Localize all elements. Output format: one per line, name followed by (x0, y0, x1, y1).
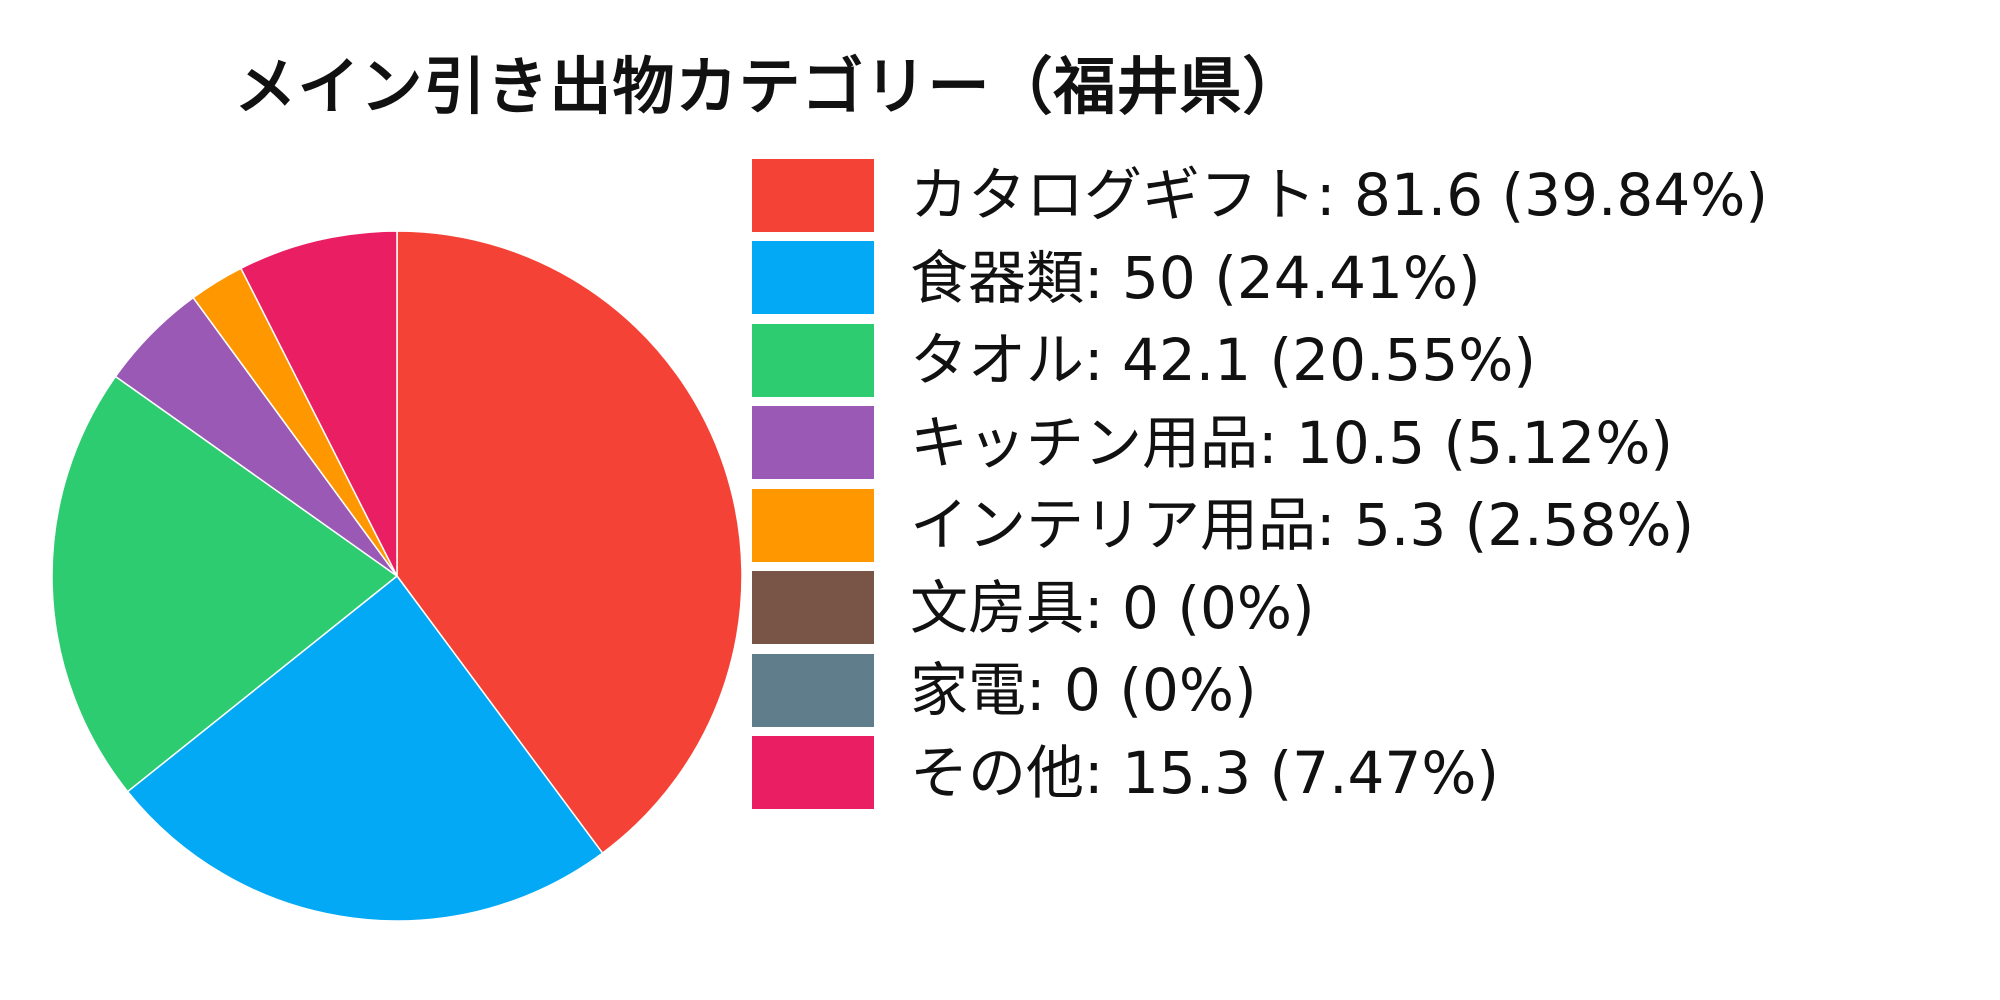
legend-swatch (752, 653, 874, 727)
legend-label: インテリア用品: 5.3 (2.58%) (910, 491, 1695, 560)
legend-swatch (752, 158, 874, 232)
legend-label: 家電: 0 (0%) (910, 656, 1257, 725)
legend-item-other: その他: 15.3 (7.47%) (752, 732, 1768, 815)
legend-swatch (752, 406, 874, 480)
legend-label: その他: 15.3 (7.47%) (910, 738, 1500, 807)
legend-item-appliances: 家電: 0 (0%) (752, 649, 1768, 732)
legend-swatch (752, 736, 874, 810)
legend: カタログギフト: 81.6 (39.84%) 食器類: 50 (24.41%) … (752, 154, 1768, 814)
legend-item-towel: タオル: 42.1 (20.55%) (752, 319, 1768, 402)
chart-title: メイン引き出物カテゴリー（福井県） (234, 50, 1306, 123)
pie-slice-3 (51, 375, 398, 793)
legend-label: カタログギフト: 81.6 (39.84%) (910, 161, 1768, 230)
legend-item-interior-goods: インテリア用品: 5.3 (2.58%) (752, 484, 1768, 567)
legend-label: キッチン用品: 10.5 (5.12%) (910, 408, 1674, 477)
legend-label: 文房具: 0 (0%) (910, 573, 1315, 642)
legend-item-tableware: 食器類: 50 (24.41%) (752, 237, 1768, 320)
legend-label: 食器類: 50 (24.41%) (910, 243, 1481, 312)
pie-slice-2 (126, 575, 604, 922)
legend-item-catalog-gift: カタログギフト: 81.6 (39.84%) (752, 154, 1768, 237)
legend-label: タオル: 42.1 (20.55%) (910, 326, 1536, 395)
pie-slice-8 (240, 230, 398, 577)
legend-item-stationery: 文房具: 0 (0%) (752, 567, 1768, 650)
legend-swatch (752, 241, 874, 315)
pie-chart (51, 230, 743, 922)
pie-slice-1 (396, 230, 743, 854)
legend-item-kitchen-goods: キッチン用品: 10.5 (5.12%) (752, 402, 1768, 485)
legend-swatch (752, 571, 874, 645)
legend-swatch (752, 488, 874, 562)
legend-swatch (752, 323, 874, 397)
